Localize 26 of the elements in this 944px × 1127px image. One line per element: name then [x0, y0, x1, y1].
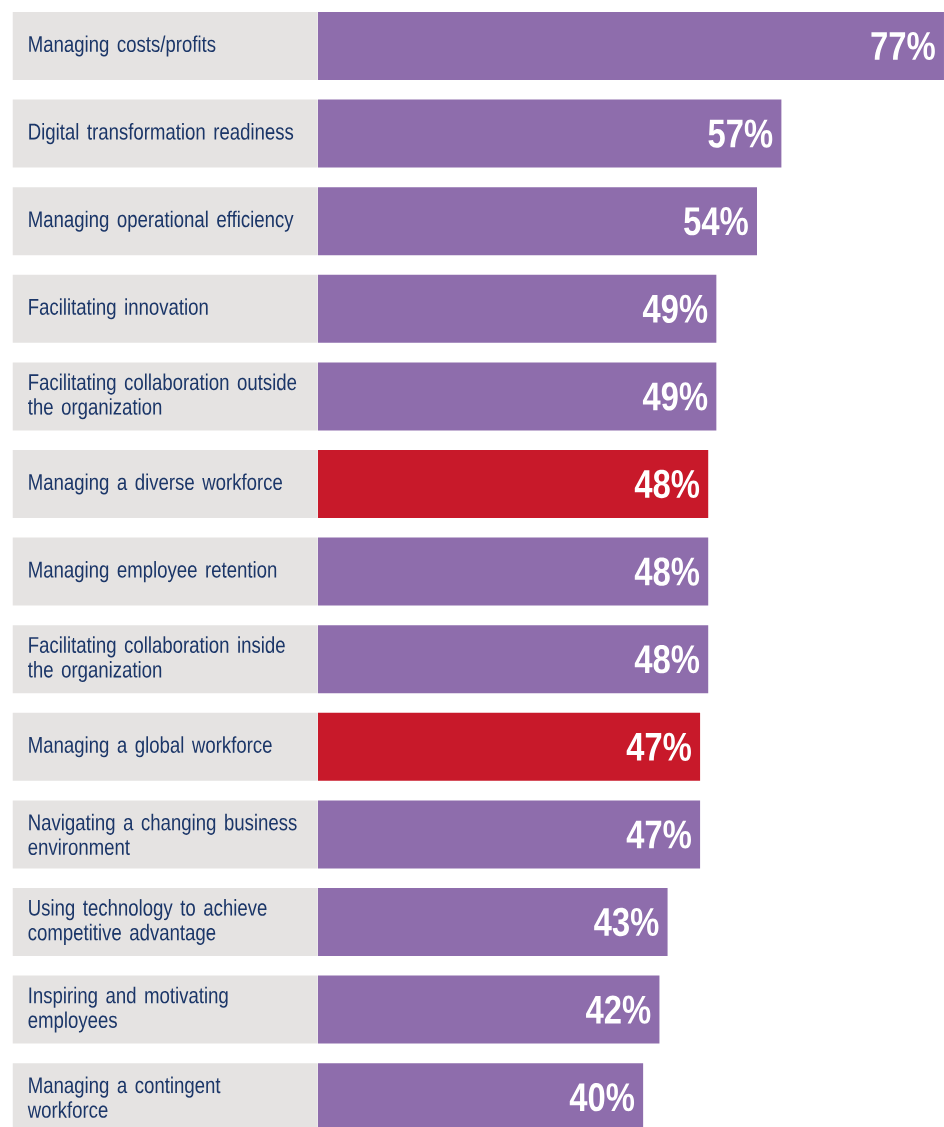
data-label: 49%: [642, 294, 708, 323]
data-label: 48%: [634, 557, 700, 586]
y-tick-label: Facilitating innovation: [29, 298, 208, 320]
y-tick-label: Managing costs/profits: [29, 35, 216, 57]
y-tick-label: Facilitating collaboration outside the organization: [28, 373, 297, 420]
data-label: 48%: [634, 645, 700, 674]
data-label: 40%: [569, 1083, 635, 1112]
y-tick-label: Navigating a changing business environment: [28, 813, 297, 856]
data-label: 42%: [586, 995, 651, 1024]
y-tick-label: Facilitating collaboration inside the organization: [28, 636, 285, 683]
data-label: 48%: [634, 469, 700, 499]
y-tick-label: Using technology to achieve competitive advantage: [28, 899, 267, 945]
y-tick-label: Managing a contingent workforce: [27, 1076, 221, 1118]
data-label: 47%: [626, 820, 691, 849]
y-tick-label: Managing a diverse workforce: [29, 473, 282, 495]
y-tick-label: Managing a global workforce: [29, 736, 272, 758]
y-tick-label: Digital transformation readiness: [29, 123, 294, 145]
data-label: 57%: [708, 119, 773, 148]
data-label: 77%: [871, 31, 935, 61]
y-tick-label: Inspiring and motivating employees: [28, 986, 228, 1033]
y-tick-label: Managing employee retention: [29, 561, 277, 583]
y-tick-label: Managing operational efficiency: [29, 210, 294, 232]
data-label: 43%: [594, 907, 659, 937]
data-label: 47%: [626, 732, 691, 761]
data-label: 49%: [642, 382, 708, 411]
data-label: 54%: [684, 207, 748, 236]
